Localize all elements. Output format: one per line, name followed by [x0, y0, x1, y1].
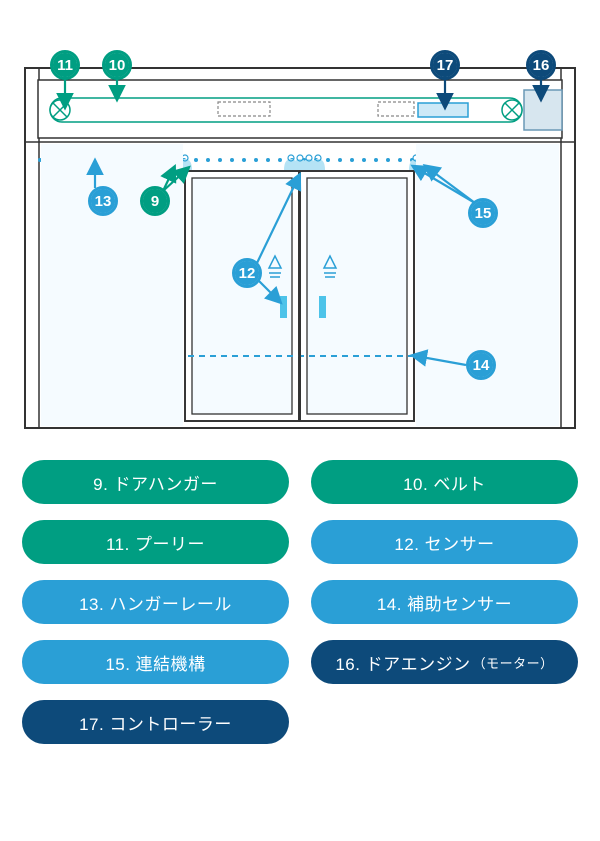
badge-number: 10 [109, 57, 126, 74]
legend: 9. ドアハンガー 10. ベルト 11. プーリー 12. センサー 13. ハンガー… [22, 460, 578, 760]
badge-number: 16 [533, 57, 550, 74]
legend-label: 17. コントローラー [79, 710, 232, 735]
callout-badge-13: 13 [88, 186, 118, 216]
legend-label: 10. ベルト [403, 470, 486, 495]
legend-label: 14. 補助センサー [377, 590, 512, 615]
legend-pill: 13. ハンガーレール [22, 580, 289, 624]
badge-number: 12 [239, 265, 256, 282]
callout-badge-9: 9 [140, 186, 170, 216]
badge-number: 13 [95, 193, 112, 210]
legend-label: 13. ハンガーレール [79, 590, 232, 615]
callout-badge-16: 16 [526, 50, 556, 80]
callout-badge-10: 10 [102, 50, 132, 80]
badge-number: 11 [57, 57, 73, 74]
legend-pill: 11. プーリー [22, 520, 289, 564]
callout-badge-15: 15 [468, 198, 498, 228]
legend-pill: 10. ベルト [311, 460, 578, 504]
badge-number: 15 [475, 205, 492, 222]
door-diagram [0, 0, 600, 440]
legend-pill: 15. 連結機構 [22, 640, 289, 684]
legend-suffix: （モーター） [473, 653, 554, 672]
legend-pill: 17. コントローラー [22, 700, 289, 744]
legend-label: 9. ドアハンガー [93, 470, 218, 495]
legend-pill: 9. ドアハンガー [22, 460, 289, 504]
legend-pill: 14. 補助センサー [311, 580, 578, 624]
callout-badge-17: 17 [430, 50, 460, 80]
legend-pill: 12. センサー [311, 520, 578, 564]
legend-pill: 16. ドアエンジン（モーター） [311, 640, 578, 684]
legend-label: 12. センサー [394, 530, 494, 555]
legend-label: 15. 連結機構 [105, 650, 205, 675]
legend-label: 11. プーリー [106, 530, 205, 555]
badge-number: 14 [473, 357, 490, 374]
callout-badge-11: 11 [50, 50, 80, 80]
callout-badge-14: 14 [466, 350, 496, 380]
callout-badge-12: 12 [232, 258, 262, 288]
badge-number: 17 [437, 57, 454, 74]
badge-number: 9 [151, 193, 159, 210]
legend-label: 16. ドアエンジン [335, 650, 470, 675]
